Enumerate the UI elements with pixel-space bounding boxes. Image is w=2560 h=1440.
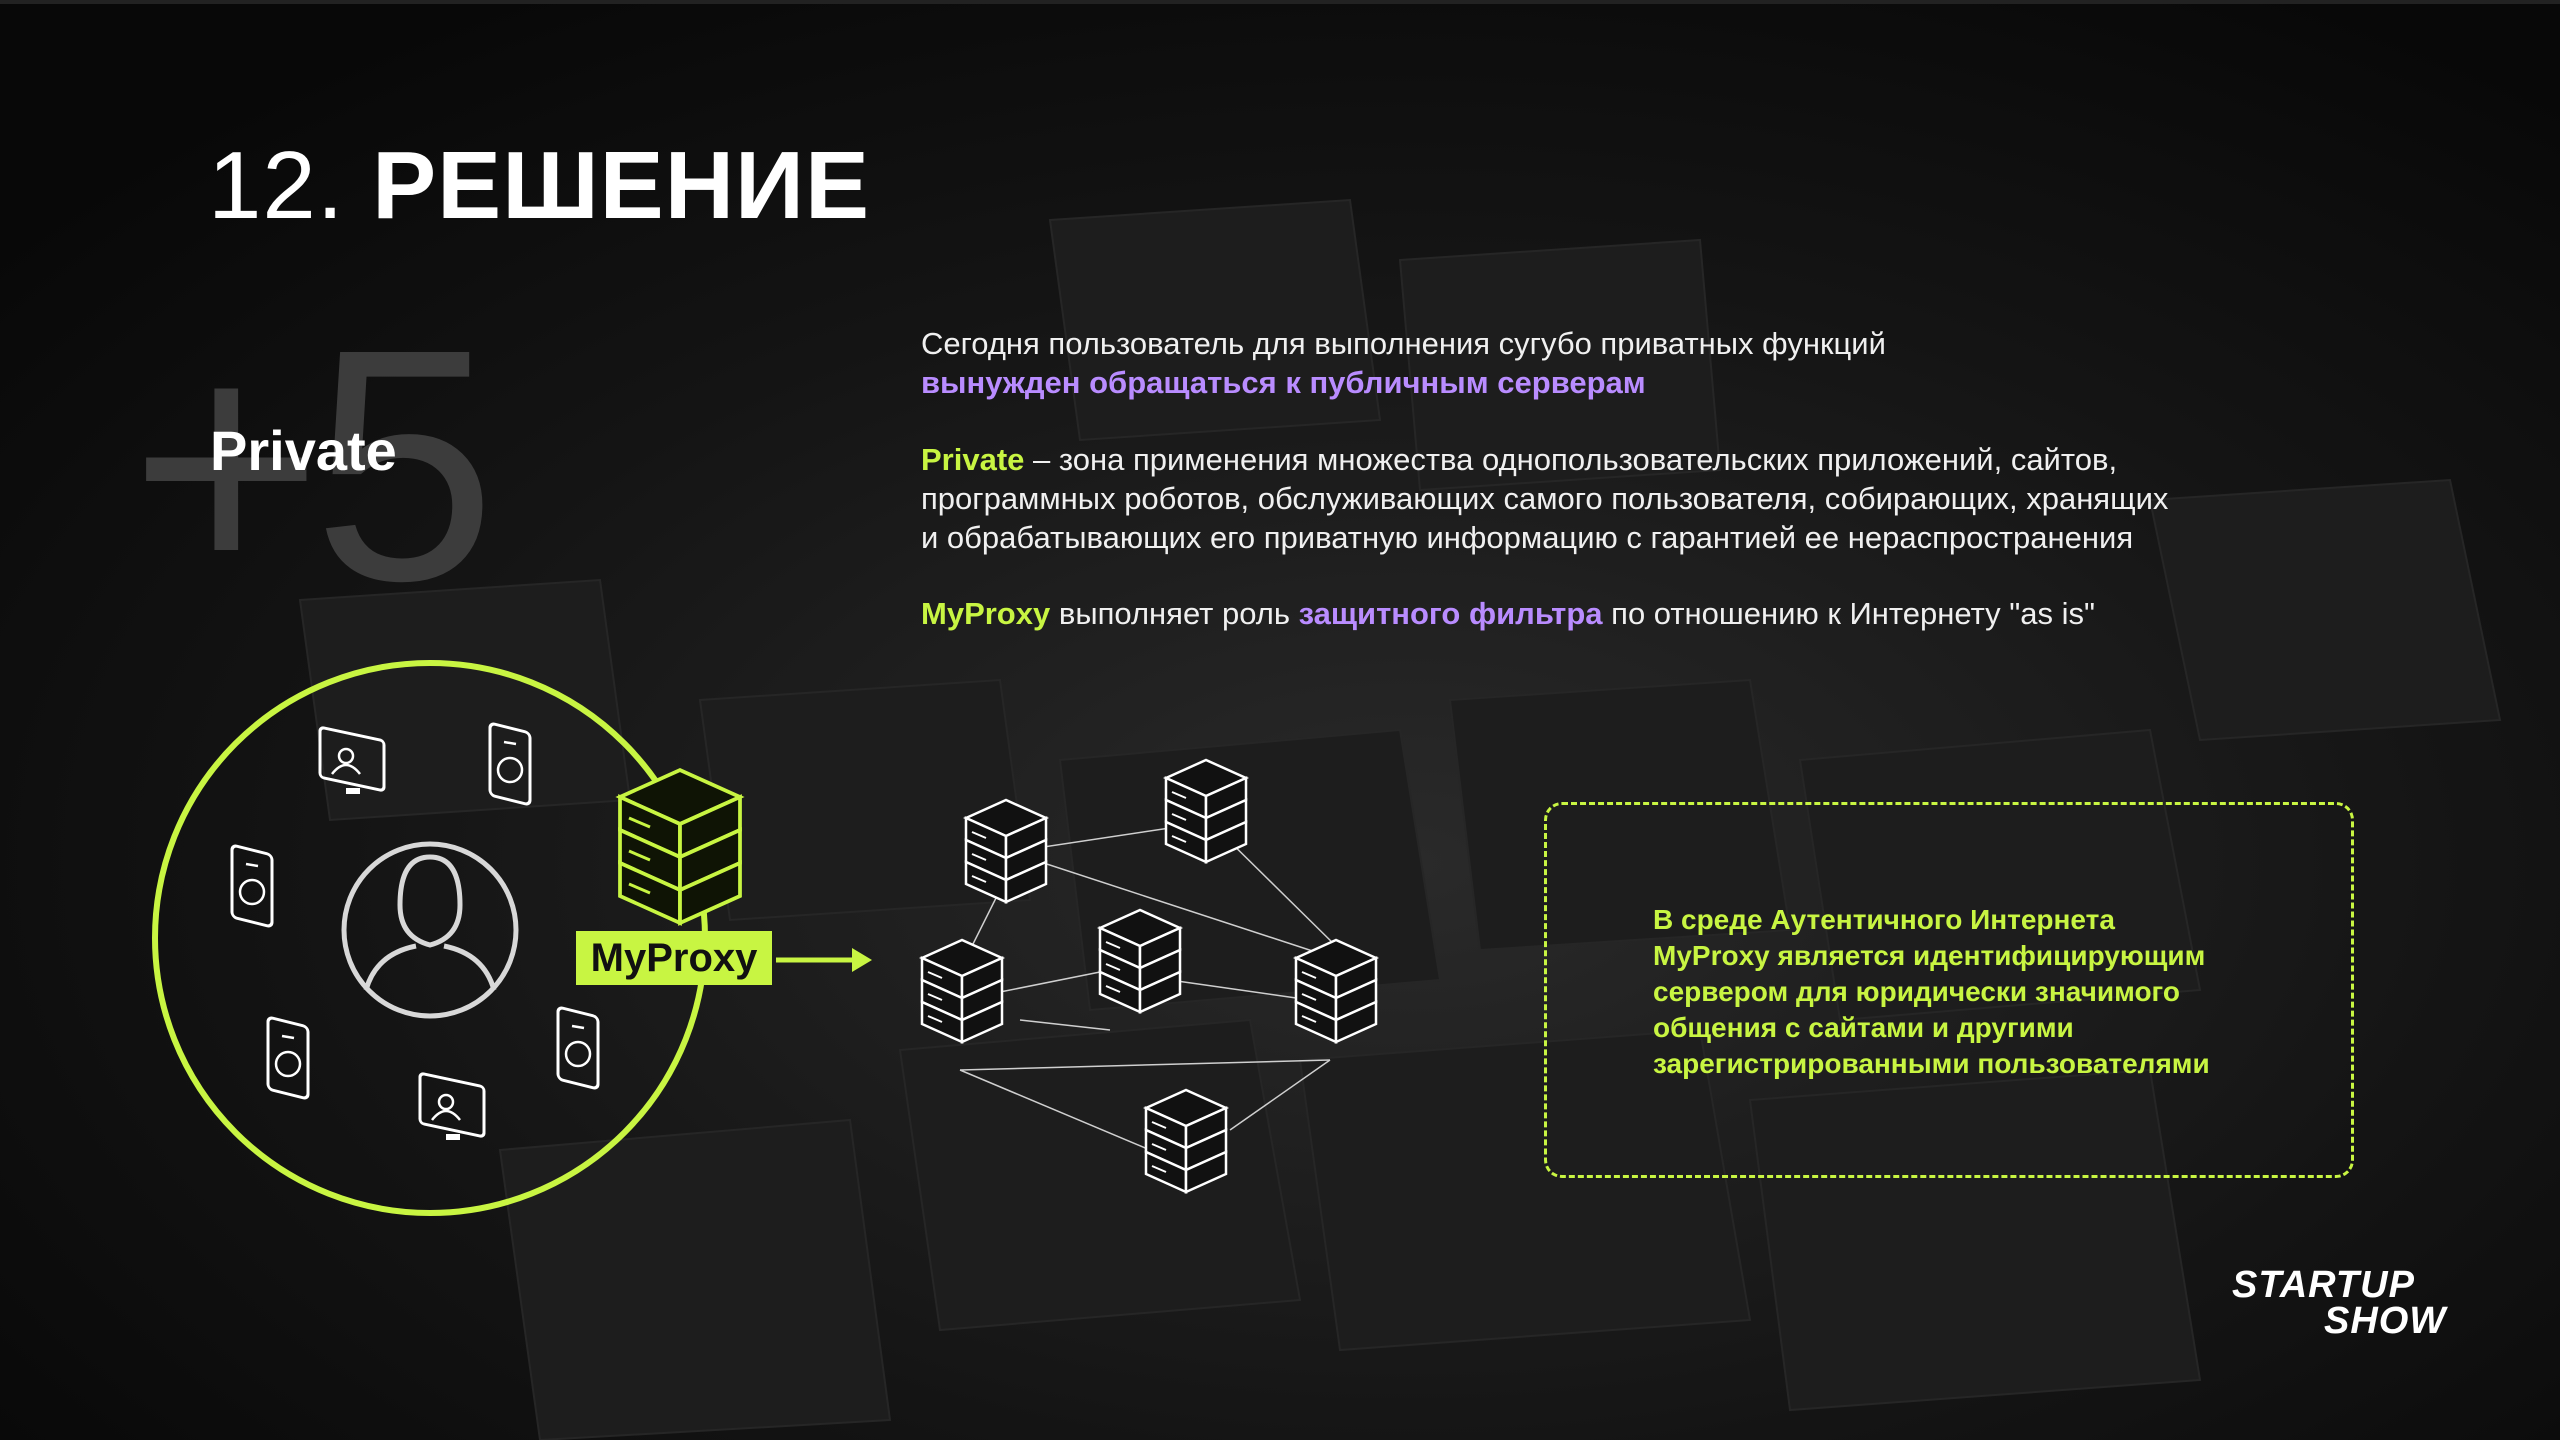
paragraph-intro: Сегодня пользователь для выполнения сугу… bbox=[921, 324, 1886, 402]
logo-line2: SHOW bbox=[2324, 1300, 2447, 1342]
arrow-right-icon bbox=[776, 948, 872, 972]
info-line: MyProxy является идентифицирующим bbox=[1653, 940, 2206, 971]
page-title: 12. РЕШЕНИЕ bbox=[208, 138, 870, 234]
info-box bbox=[1544, 802, 2354, 1178]
info-text: В среде Аутентичного Интернета MyProxy я… bbox=[1653, 902, 2293, 1082]
big-number-watermark: +5 bbox=[130, 280, 496, 649]
section-label: Private bbox=[210, 419, 397, 482]
device-icon bbox=[318, 725, 386, 796]
myproxy-highlight: защитного фильтра bbox=[1298, 596, 1603, 631]
startup-show-logo: STARTUP SHOW bbox=[2232, 1264, 2452, 1344]
myproxy-end: по отношению к Интернету "as is" bbox=[1602, 596, 2095, 631]
private-keyword: Private bbox=[921, 442, 1025, 477]
server-rack-icon bbox=[920, 938, 1004, 1044]
myproxy-keyword: MyProxy bbox=[921, 596, 1051, 631]
paragraph-myproxy: MyProxy выполняет роль защитного фильтра… bbox=[921, 594, 2095, 633]
title-word: РЕШЕНИЕ bbox=[372, 132, 871, 239]
server-rack-icon bbox=[1164, 758, 1248, 864]
logo-line1: STARTUP bbox=[2232, 1264, 2415, 1306]
paragraph-private-line2: программных роботов, обслуживающих самог… bbox=[921, 481, 2169, 516]
paragraph-intro-line1: Сегодня пользователь для выполнения сугу… bbox=[921, 326, 1886, 361]
device-icon bbox=[418, 1071, 486, 1142]
user-silhouette-icon bbox=[341, 841, 519, 1019]
myproxy-label: MyProxy bbox=[576, 931, 772, 985]
info-line: сервером для юридически значимого bbox=[1653, 976, 2180, 1007]
myproxy-mid: выполняет роль bbox=[1050, 596, 1299, 631]
myproxy-server-icon bbox=[615, 767, 745, 926]
server-rack-icon bbox=[1098, 908, 1182, 1014]
paragraph-intro-line2: вынужден обращаться к публичным серверам bbox=[921, 365, 1646, 400]
device-icon bbox=[230, 843, 274, 929]
info-line: В среде Аутентичного Интернета bbox=[1653, 904, 2115, 935]
server-rack-icon bbox=[964, 798, 1048, 904]
private-line1-rest: – зона применения множества однопользова… bbox=[1024, 442, 2118, 477]
device-icon bbox=[266, 1015, 310, 1101]
server-rack-icon bbox=[1294, 938, 1378, 1044]
title-number: 12. bbox=[208, 132, 345, 239]
device-icon bbox=[556, 1005, 600, 1091]
info-line: зарегистрированными пользователями bbox=[1653, 1048, 2210, 1079]
device-icon bbox=[488, 721, 532, 807]
server-rack-icon bbox=[1144, 1088, 1228, 1194]
info-line: общения с сайтами и другими bbox=[1653, 1012, 2074, 1043]
paragraph-private: Private – зона применения множества одно… bbox=[921, 440, 2168, 557]
paragraph-private-line3: и обрабатывающих его приватную информаци… bbox=[921, 520, 2134, 555]
paragraph-private-line1: Private – зона применения множества одно… bbox=[921, 440, 2168, 479]
